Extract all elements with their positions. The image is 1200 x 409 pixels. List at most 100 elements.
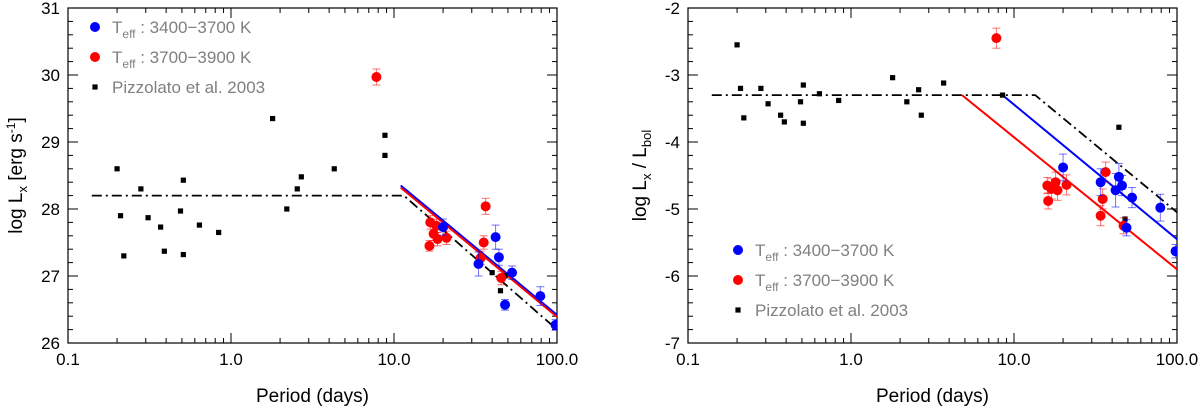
data-point-square bbox=[734, 42, 740, 48]
legend-label-sub: eff bbox=[765, 280, 779, 294]
y-tick-label: 26 bbox=[41, 334, 60, 353]
data-point-square bbox=[114, 166, 120, 172]
y-tick-label: 29 bbox=[41, 133, 60, 152]
data-point-square bbox=[284, 206, 290, 212]
data-point-square bbox=[196, 222, 203, 228]
x-tick-label: 1.0 bbox=[839, 350, 863, 369]
legend-label: Teff : 3700−3900 K bbox=[112, 48, 252, 71]
legend-marker bbox=[92, 84, 98, 90]
data-point-square bbox=[294, 186, 300, 192]
legend-label-main: T bbox=[112, 18, 122, 37]
y-tick-label: -5 bbox=[665, 200, 680, 219]
data-point-circle bbox=[438, 222, 449, 233]
data-point-circle bbox=[1095, 177, 1106, 188]
data-point-circle bbox=[1061, 179, 1072, 190]
data-point-square bbox=[180, 251, 186, 258]
y-tick-label: -3 bbox=[665, 66, 680, 85]
data-point-square bbox=[800, 82, 806, 88]
data-point-circle bbox=[478, 237, 489, 248]
data-point-square bbox=[918, 112, 924, 118]
y-axis-title-main: log L bbox=[6, 193, 27, 234]
legend-label: Teff : 3400−3700 K bbox=[755, 241, 895, 264]
legend-label-rest: : 3400−3700 K bbox=[136, 18, 252, 37]
legend-label-rest: : 3700−3900 K bbox=[779, 271, 895, 290]
data-point-square bbox=[816, 91, 823, 97]
legend-label-sub: eff bbox=[122, 57, 136, 71]
data-point-square bbox=[331, 166, 337, 172]
data-point-square bbox=[138, 186, 144, 192]
x-tick-label: 1.0 bbox=[219, 350, 243, 369]
data-point-circle bbox=[1052, 185, 1063, 196]
data-point-square bbox=[489, 270, 495, 276]
data-point-circle bbox=[1127, 192, 1138, 203]
data-point-square bbox=[382, 132, 388, 138]
data-point-square bbox=[741, 115, 747, 121]
x-axis-title: Period (days) bbox=[256, 386, 369, 407]
y-axis-title-unit: [erg s bbox=[6, 133, 27, 186]
y-axis-title-unit-close: ] bbox=[6, 117, 27, 122]
data-point-circle bbox=[1113, 171, 1124, 182]
y-tick-label: -4 bbox=[665, 133, 680, 152]
data-point-square bbox=[1116, 124, 1122, 130]
plot-frame bbox=[687, 7, 1178, 344]
data-point-circle bbox=[1155, 202, 1166, 213]
y-axis-title-sub: x bbox=[15, 186, 30, 193]
data-point-circle bbox=[1121, 222, 1132, 233]
data-point-circle bbox=[1058, 162, 1069, 173]
legend-marker bbox=[733, 275, 743, 285]
data-point-square bbox=[158, 224, 164, 230]
x-tick-label: 100.0 bbox=[536, 350, 579, 369]
data-point-circle bbox=[535, 291, 546, 302]
data-point-square bbox=[497, 288, 504, 294]
y-axis-title-mid: / L bbox=[630, 147, 651, 173]
plot-frame bbox=[67, 7, 558, 344]
legend-label-main: Pizzolato et al. 2003 bbox=[755, 301, 908, 320]
data-point-circle bbox=[480, 201, 491, 212]
data-point-circle bbox=[473, 258, 484, 269]
legend-label-sub: eff bbox=[122, 27, 136, 41]
y-axis-title-sub: x bbox=[639, 173, 654, 180]
data-point-square bbox=[890, 75, 896, 81]
data-point-circle bbox=[371, 72, 382, 83]
y-axis-title: log Lx / Lbol bbox=[630, 130, 654, 222]
data-point-square bbox=[270, 115, 276, 122]
legend-label: Teff : 3700−3900 K bbox=[755, 271, 895, 294]
legend-label: Pizzolato et al. 2003 bbox=[755, 301, 908, 320]
legend-label-main: T bbox=[112, 48, 122, 67]
right-chart-panel: 0.1 1.0 10.0 100.0 -7 -6 -5 -4 -3 -2 Period (days)… bbox=[630, 0, 1198, 407]
data-point-circle bbox=[550, 319, 557, 330]
data-point-circle bbox=[424, 240, 435, 251]
data-point-square bbox=[800, 120, 806, 126]
data-layer bbox=[711, 27, 1177, 271]
data-point-square bbox=[836, 97, 842, 104]
data-point-circle bbox=[1117, 180, 1128, 191]
y-axis-title-unit-sup: -1 bbox=[4, 122, 18, 133]
fit-line bbox=[1001, 94, 1177, 240]
data-point-square bbox=[758, 85, 764, 91]
data-point-square bbox=[781, 119, 787, 125]
y-tick-label: -6 bbox=[665, 267, 680, 286]
y-axis-title-main: log L bbox=[630, 180, 651, 221]
data-point-square bbox=[778, 112, 784, 118]
data-point-square bbox=[145, 215, 151, 221]
data-point-square bbox=[1122, 216, 1128, 222]
legend-marker bbox=[90, 22, 100, 32]
saturation-relation-line bbox=[91, 194, 557, 331]
y-tick-label: -7 bbox=[665, 334, 680, 353]
legend-marker bbox=[735, 307, 741, 313]
data-point-square bbox=[298, 174, 304, 180]
x-tick-label: 10.0 bbox=[377, 350, 410, 369]
legend-label-rest: : 3400−3700 K bbox=[779, 241, 895, 260]
legend-label-sub: eff bbox=[765, 250, 779, 264]
data-layer bbox=[91, 68, 557, 331]
legend-label-main: Pizzolato et al. 2003 bbox=[112, 78, 265, 97]
data-point-square bbox=[999, 92, 1006, 98]
left-chart-panel: 0.1 1.0 10.0 100.0 26 27 28 29 30 31 Period (days)… bbox=[4, 0, 578, 407]
data-point-square bbox=[180, 177, 186, 183]
data-point-square bbox=[161, 248, 167, 254]
data-point-square bbox=[765, 101, 771, 107]
legend-label: Pizzolato et al. 2003 bbox=[112, 78, 265, 97]
data-point-square bbox=[121, 253, 127, 259]
data-point-circle bbox=[991, 33, 1002, 44]
